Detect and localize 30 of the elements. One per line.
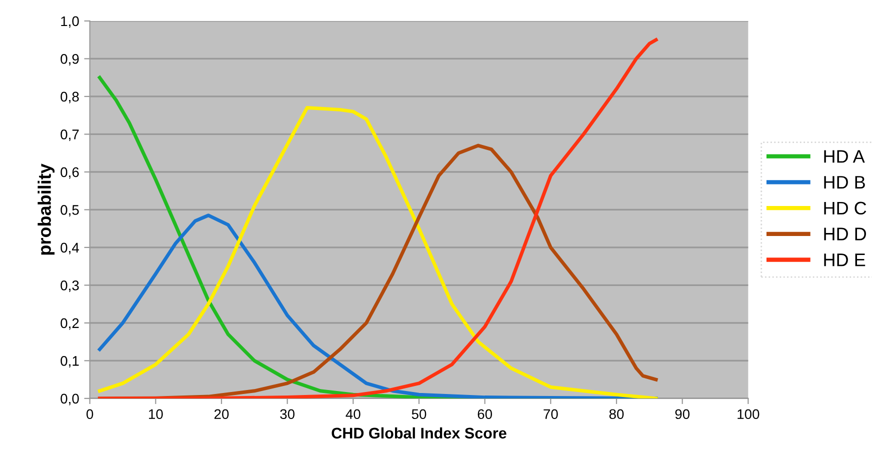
- legend-label: HD A: [824, 150, 865, 163]
- x-axis-title: CHD Global Index Score: [332, 427, 506, 439]
- y-tick-label: 1,0: [61, 16, 79, 28]
- x-tick-label: 60: [478, 409, 492, 420]
- legend-label: HD D: [824, 228, 866, 240]
- x-tick-label: 80: [609, 409, 624, 420]
- legend-label: HD E: [824, 254, 866, 266]
- y-tick-label: 0,0: [60, 394, 79, 406]
- y-tick-label: 0,6: [60, 167, 79, 179]
- x-tick-label: 30: [280, 409, 295, 420]
- y-tick-label: 0,5: [60, 205, 79, 217]
- legend-label: HD C: [824, 202, 866, 215]
- y-tick-label: 0,3: [60, 280, 79, 292]
- line-series: [98, 214, 658, 398]
- y-tick-label: 0,9: [60, 54, 79, 66]
- legend-label: HD B: [824, 176, 865, 189]
- y-tick-label: 0,1: [60, 356, 79, 368]
- x-tick-label: 100: [738, 409, 760, 420]
- x-tick-label: 10: [148, 409, 163, 420]
- x-tick-label: 40: [346, 409, 360, 420]
- y-tick-label: 0,7: [60, 130, 79, 142]
- x-tick-label: 0: [86, 409, 94, 420]
- y-tick-label: 0,2: [60, 318, 79, 330]
- x-tick-label: 70: [544, 409, 558, 420]
- y-axis-title: probability: [38, 164, 55, 255]
- x-tick-label: 50: [412, 409, 426, 420]
- y-tick-label: 0,8: [60, 92, 79, 104]
- y-tick-label: 0,4: [60, 242, 79, 254]
- x-tick-label: 20: [214, 409, 229, 420]
- x-tick-label: 90: [675, 409, 690, 420]
